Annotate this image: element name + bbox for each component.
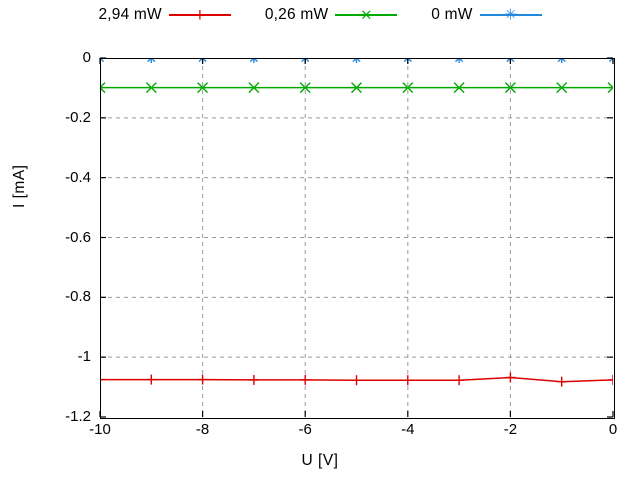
data-point-marker: [608, 58, 613, 63]
y-tick-label-4: -0.8: [65, 288, 91, 306]
data-point-marker: [100, 82, 106, 94]
legend-marker-plus-icon: +: [193, 5, 207, 24]
data-point-marker: [351, 58, 362, 63]
data-point-marker: [556, 58, 567, 63]
data-point-marker: [299, 82, 311, 94]
y-tick-label-1: -0.2: [65, 108, 91, 126]
legend-sample-0: +: [168, 5, 231, 24]
data-point-marker: [197, 374, 208, 385]
data-point-marker: [556, 82, 568, 94]
data-point-marker: [608, 374, 613, 385]
x-tick-label-0: -10: [89, 421, 111, 438]
y-tick-label-0: 0: [82, 49, 91, 66]
legend-sample-1: ×: [335, 5, 398, 24]
legend-label-2: 0 mW: [431, 6, 473, 24]
legend-entry-2: 0 mW ✳: [431, 2, 542, 28]
data-point-marker: [146, 374, 157, 385]
gridlines: [100, 58, 613, 417]
plot-frame: [100, 58, 615, 419]
data-point-marker: [197, 82, 209, 94]
x-tick-label-5: 0: [608, 421, 618, 438]
y-tick-label-2: -0.4: [65, 168, 91, 186]
data-point-marker: [300, 374, 311, 385]
legend-marker-cross-icon: ×: [359, 5, 373, 24]
y-tick-label-3: -0.6: [65, 228, 91, 246]
x-tick-label-1: -8: [195, 421, 210, 438]
legend-label-1: 0,26 mW: [264, 6, 329, 24]
legend-entry-0: 2,94 mW +: [98, 2, 231, 28]
x-axis-title: U [V]: [301, 452, 339, 469]
x-tick-label-4: -2: [503, 421, 518, 438]
data-point-marker: [351, 82, 362, 94]
series-layer: [100, 58, 613, 387]
y-axis-title: I [mA]: [11, 164, 28, 208]
data-point-marker: [100, 374, 105, 385]
y-axis-tick-labels: 0 -0.2 -0.4 -0.6 -0.8 -1 -1.2: [0, 0, 100, 480]
data-point-marker: [146, 58, 157, 63]
y-tick-label-6: -1.2: [65, 408, 91, 425]
data-point-marker: [607, 82, 613, 94]
data-point-marker: [248, 58, 259, 63]
legend-entry-1: 0,26 mW ×: [264, 2, 398, 28]
legend-label-0: 2,94 mW: [98, 6, 162, 24]
data-point-marker: [145, 82, 157, 94]
data-point-marker: [454, 58, 465, 63]
legend-line-2: [479, 14, 542, 16]
chart-legend: 2,94 mW + 0,26 mW × 0 mW ✳: [0, 0, 640, 30]
data-point-marker: [248, 374, 259, 385]
plot-area: [100, 58, 613, 417]
legend-line-1: [335, 14, 398, 16]
y-tick-label-5: -1: [77, 348, 91, 366]
legend-sample-2: ✳: [479, 5, 542, 24]
data-point-marker: [454, 375, 465, 386]
data-point-marker: [248, 82, 260, 94]
data-point-marker: [504, 82, 516, 94]
x-tick-label-3: -4: [401, 421, 415, 438]
legend-line-0: [168, 14, 231, 16]
data-point-marker: [505, 372, 516, 383]
data-point-marker: [453, 82, 465, 94]
data-point-marker: [402, 82, 414, 94]
data-point-marker: [100, 58, 105, 63]
data-point-marker: [351, 375, 362, 386]
x-tick-label-2: -6: [298, 421, 312, 438]
legend-marker-asterisk-icon: ✳: [504, 5, 517, 24]
data-point-marker: [556, 376, 567, 387]
data-point-marker: [402, 375, 413, 386]
